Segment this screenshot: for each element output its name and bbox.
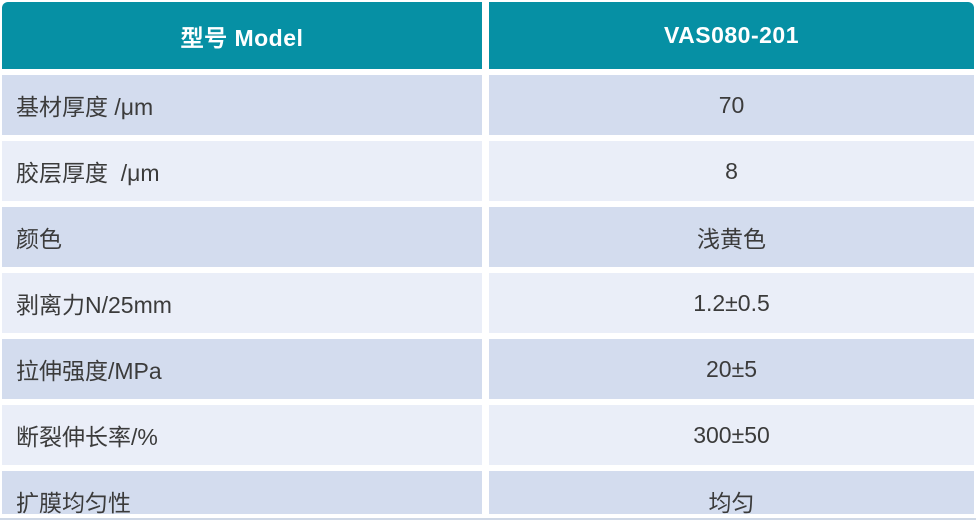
row-property-label: 断裂伸长率/% — [2, 405, 482, 465]
row-property-label: 胶层厚度 /μm — [2, 141, 482, 201]
row-property-value: 300±50 — [489, 405, 974, 465]
row-property-value: 70 — [489, 75, 974, 135]
header-model-value: VAS080-201 — [489, 2, 974, 69]
header-model-label: 型号 Model — [2, 2, 482, 69]
row-property-value: 浅黄色 — [489, 207, 974, 267]
bottom-hairline — [0, 518, 976, 520]
row-property-label: 剥离力N/25mm — [2, 273, 482, 333]
row-property-value: 均匀 — [489, 471, 974, 520]
table-row: 扩膜均匀性 均匀 — [2, 471, 974, 520]
row-property-value: 1.2±0.5 — [489, 273, 974, 333]
table-row: 基材厚度 /μm 70 — [2, 75, 974, 135]
table-row: 剥离力N/25mm 1.2±0.5 — [2, 273, 974, 333]
row-property-value: 8 — [489, 141, 974, 201]
bottom-margin-strip — [0, 514, 976, 520]
row-property-label: 扩膜均匀性 — [2, 471, 482, 520]
table-header-row: 型号 Model VAS080-201 — [2, 2, 974, 69]
table-row: 断裂伸长率/% 300±50 — [2, 405, 974, 465]
table-row: 颜色 浅黄色 — [2, 207, 974, 267]
row-property-label: 颜色 — [2, 207, 482, 267]
table-row: 拉伸强度/MPa 20±5 — [2, 339, 974, 399]
row-property-label: 基材厚度 /μm — [2, 75, 482, 135]
row-property-value: 20±5 — [489, 339, 974, 399]
table-row: 胶层厚度 /μm 8 — [2, 141, 974, 201]
row-property-label: 拉伸强度/MPa — [2, 339, 482, 399]
